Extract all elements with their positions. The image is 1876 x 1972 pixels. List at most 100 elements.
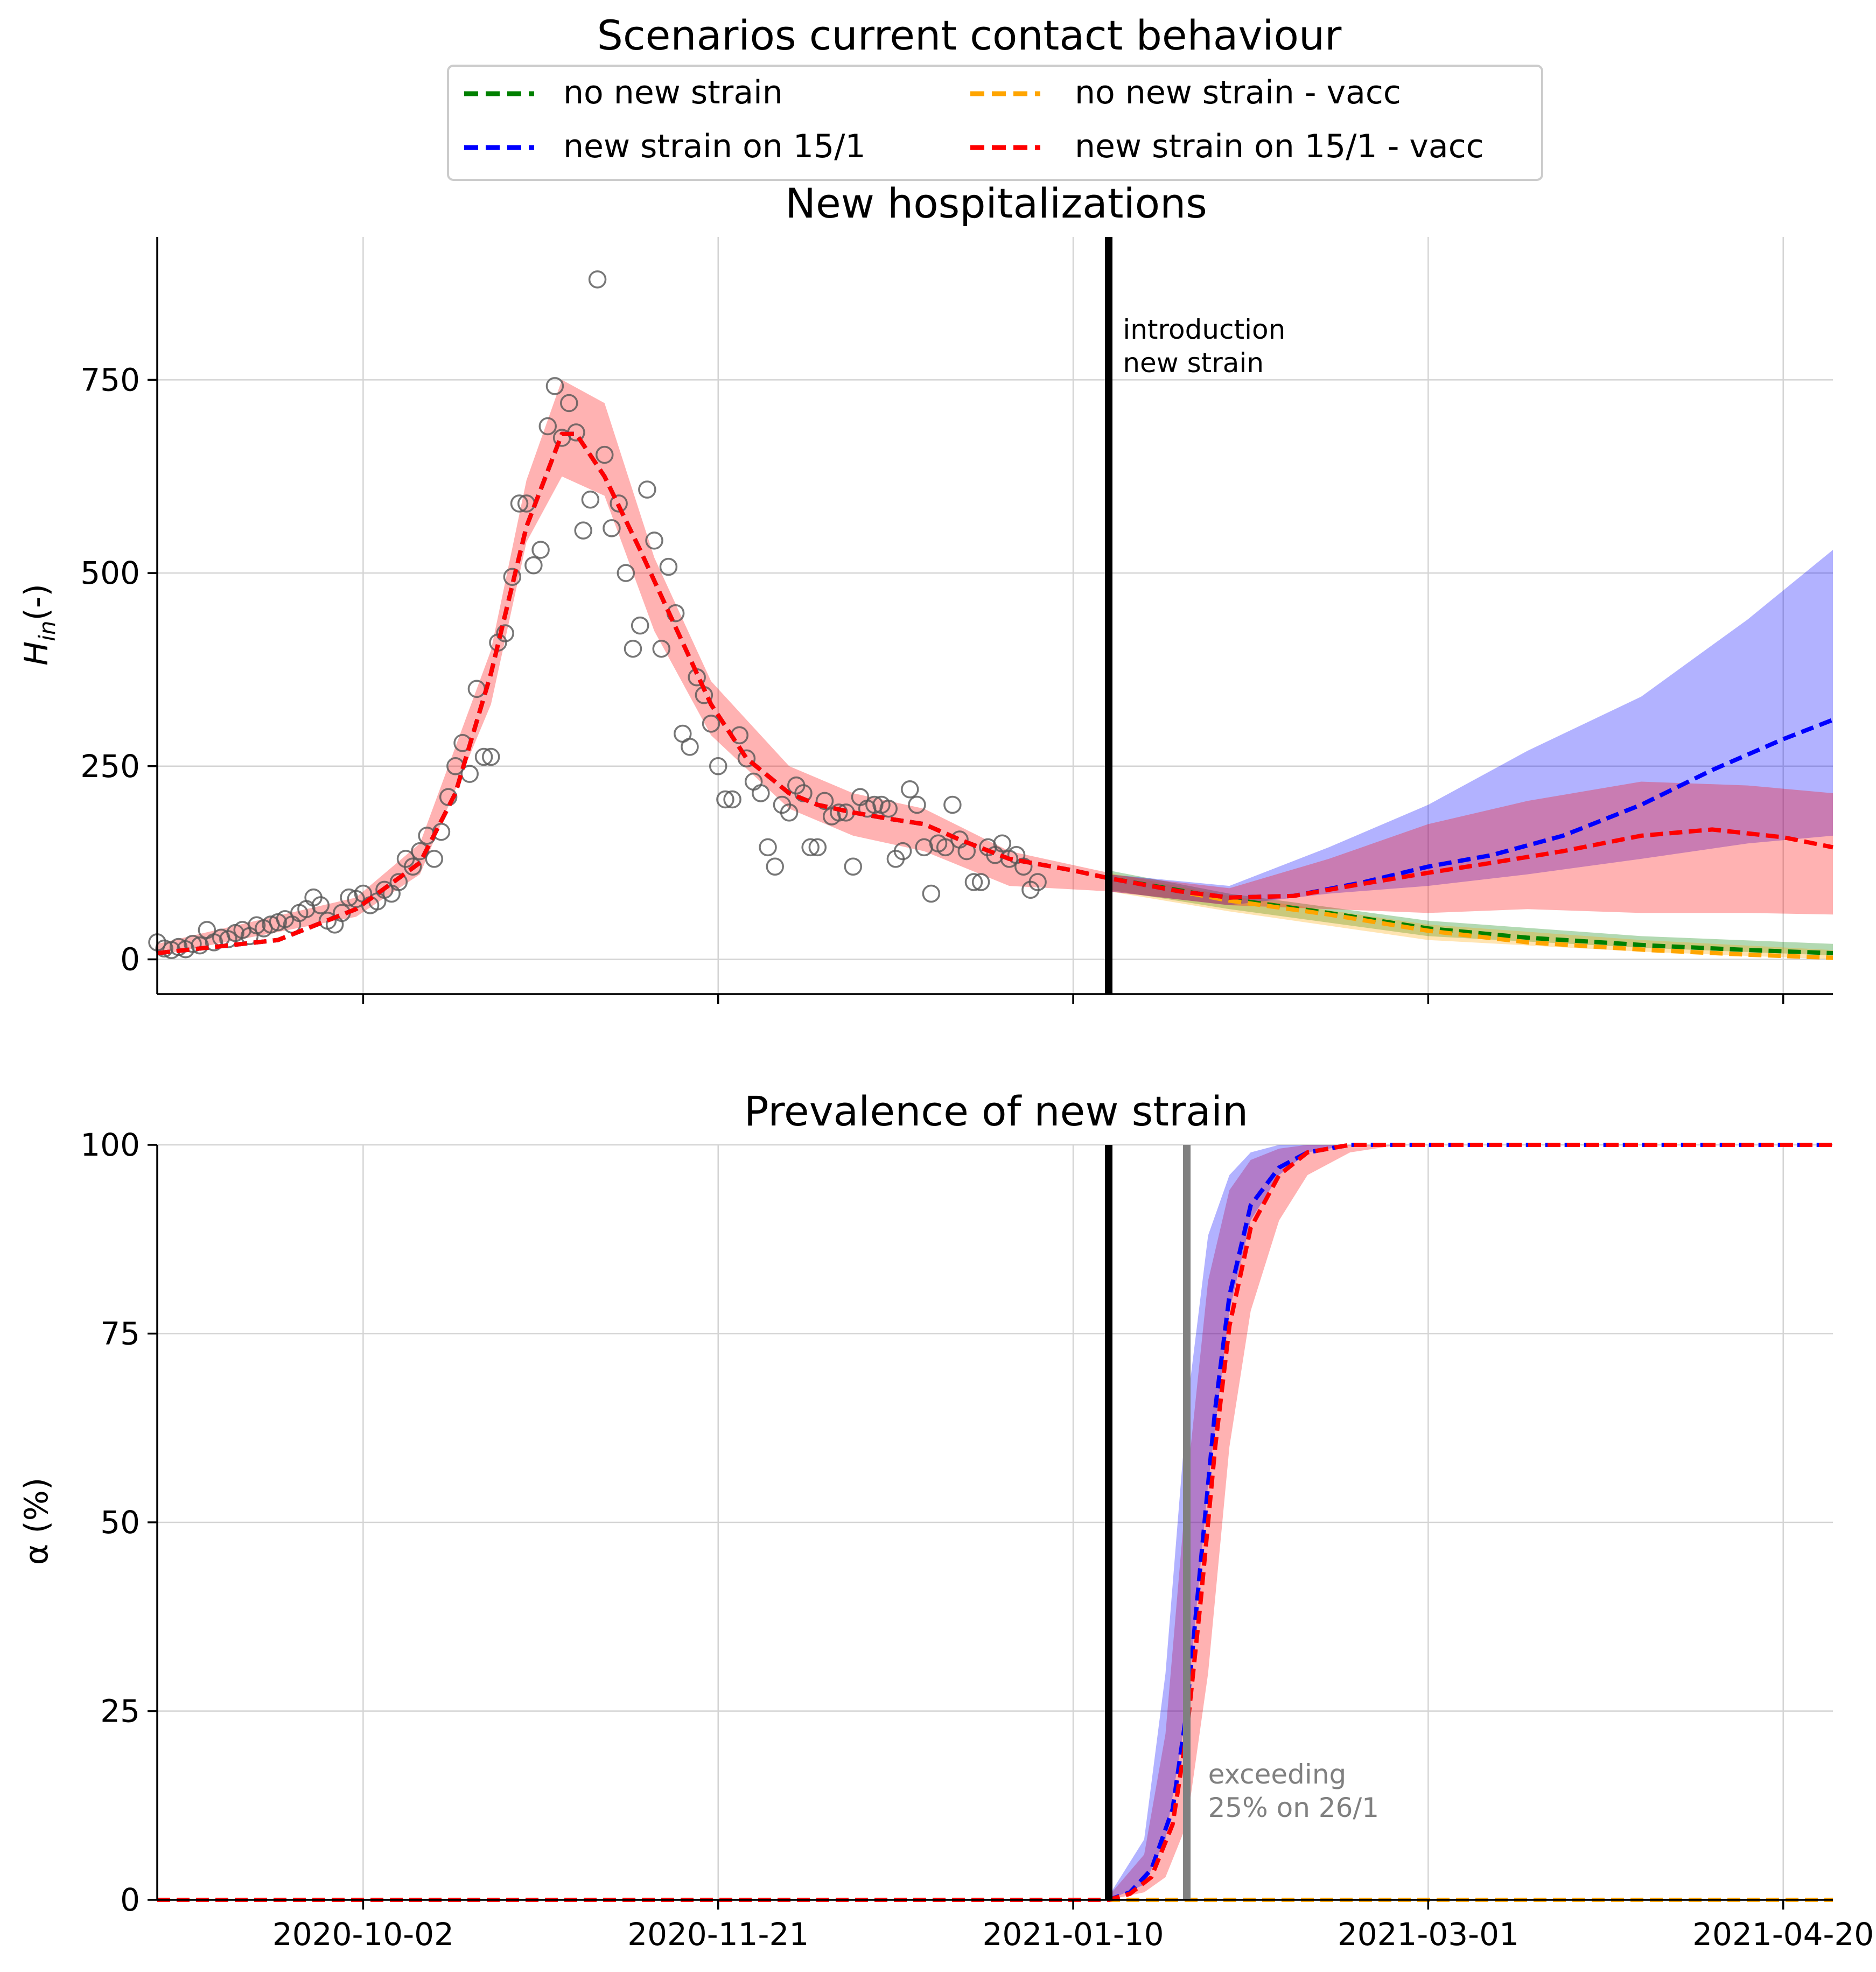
observation-point [191,936,209,955]
prevalence-ylabel: α (%) [18,1478,55,1565]
observation-point [893,842,912,861]
y-tick-label: 75 [100,1316,140,1352]
observation-point [901,780,919,799]
observation-point [723,790,741,809]
legend-label: no new strain - vacc [1075,74,1401,111]
annotation-line: introduction [1123,314,1285,345]
observation-point [936,838,955,857]
observation-point [1014,857,1033,876]
observation-point [617,564,635,582]
x-tick-label: 2021-03-01 [1338,1916,1519,1953]
introduction-annotation: introduction new strain [1123,314,1294,379]
ylabel-subscript: in [34,621,60,641]
legend-entry: no new strain - vacc [970,74,1401,111]
ylabel-suffix: (-) [18,584,55,620]
y-tick-label: 250 [80,748,140,785]
observation-point [971,873,990,891]
legend-label: new strain on 15/1 [563,128,866,165]
observation-point [815,792,834,810]
exceeding-annotation: exceeding 25% on 26/1 [1208,1759,1379,1823]
observation-point [759,838,777,857]
confidence-band [1109,1145,1833,1900]
y-tick-label: 0 [120,1882,140,1918]
observation-point [474,747,493,766]
ylabel-main: H [18,641,55,666]
observation-point [545,377,564,395]
observation-point [631,616,649,635]
hospitalizations-series [157,431,1834,960]
observation-point [460,765,479,783]
observation-point [624,639,642,658]
y-tick-label: 500 [80,555,140,591]
legend-entry: new strain on 15/1 - vacc [970,128,1484,165]
observation-point [922,884,941,903]
observation-point [155,939,173,958]
observation-point [595,445,614,464]
x-tick-label: 2020-10-02 [272,1916,454,1953]
observation-point [830,803,848,822]
observation-point [652,639,670,658]
observation-point [659,557,678,576]
series-line [157,431,1833,955]
confidence-band [1109,870,1833,956]
observation-point [403,857,422,876]
hospitalizations-title: New hospitalizations [785,179,1207,227]
y-tick-label: 100 [80,1127,140,1163]
observation-point [610,494,628,513]
observation-point [603,519,621,537]
observation-point [879,799,898,818]
observation-point [681,738,699,756]
observation-point [943,795,962,814]
prevalence-title: Prevalence of new strain [744,1087,1248,1135]
legend-entry: no new strain [464,74,783,111]
observation-point [645,532,663,550]
observation-point [716,790,734,809]
observation-point [808,838,827,857]
observation-point [801,838,820,857]
observation-point [908,795,926,814]
y-tick-label: 50 [100,1504,140,1541]
observation-point [510,494,529,513]
prevalence-bands [1109,1145,1833,1900]
prevalence-markers [1104,1145,1191,1900]
legend-entry: new strain on 15/1 [464,128,866,165]
annotation-line: new strain [1123,347,1264,379]
hospitalizations-panel: New hospitalizations Hin(-) introduction… [18,179,1834,1004]
legend-label: new strain on 15/1 - vacc [1075,128,1484,165]
x-tick-label: 2020-11-21 [627,1916,809,1953]
prevalence-panel: Prevalence of new strain α (%) exceeding… [18,1087,1874,1953]
legend: no new strain new strain on 15/1 no new … [447,65,1543,181]
x-tick-label: 2021-04-20 [1692,1916,1874,1953]
legend-frame [447,65,1543,181]
observation-point [184,934,202,953]
y-tick-label: 25 [100,1693,140,1730]
observation-point [432,822,451,841]
figure-title: Scenarios current contact behaviour [597,11,1342,59]
observation-point [496,624,514,642]
observation-point [311,896,330,914]
hospitalizations-observations [148,270,1047,959]
hospitalizations-ylabel: Hin(-) [18,584,60,666]
y-tick-label: 0 [120,941,140,977]
prevalence-axes: 2020-10-02 2020-11-21 2021-01-10 2021-03-01… [80,1127,1874,1953]
observation-point [482,747,500,766]
series-line [157,1143,1833,1902]
confidence-band [1109,781,1833,915]
confidence-band [1109,550,1833,905]
observation-point [439,788,458,806]
annotation-line: exceeding [1208,1759,1347,1790]
observation-point [993,834,1011,852]
observation-point [538,417,557,436]
observation-point [574,521,592,540]
y-tick-label: 750 [80,361,140,398]
x-tick-label: 2021-01-10 [983,1916,1164,1953]
annotation-line: 25% on 26/1 [1208,1792,1379,1823]
observation-point [964,873,983,891]
observation-point [389,873,408,891]
observation-point [425,850,444,868]
observation-point [503,568,522,586]
observation-point [560,394,578,412]
observation-point [638,480,656,499]
observation-point [524,556,543,575]
